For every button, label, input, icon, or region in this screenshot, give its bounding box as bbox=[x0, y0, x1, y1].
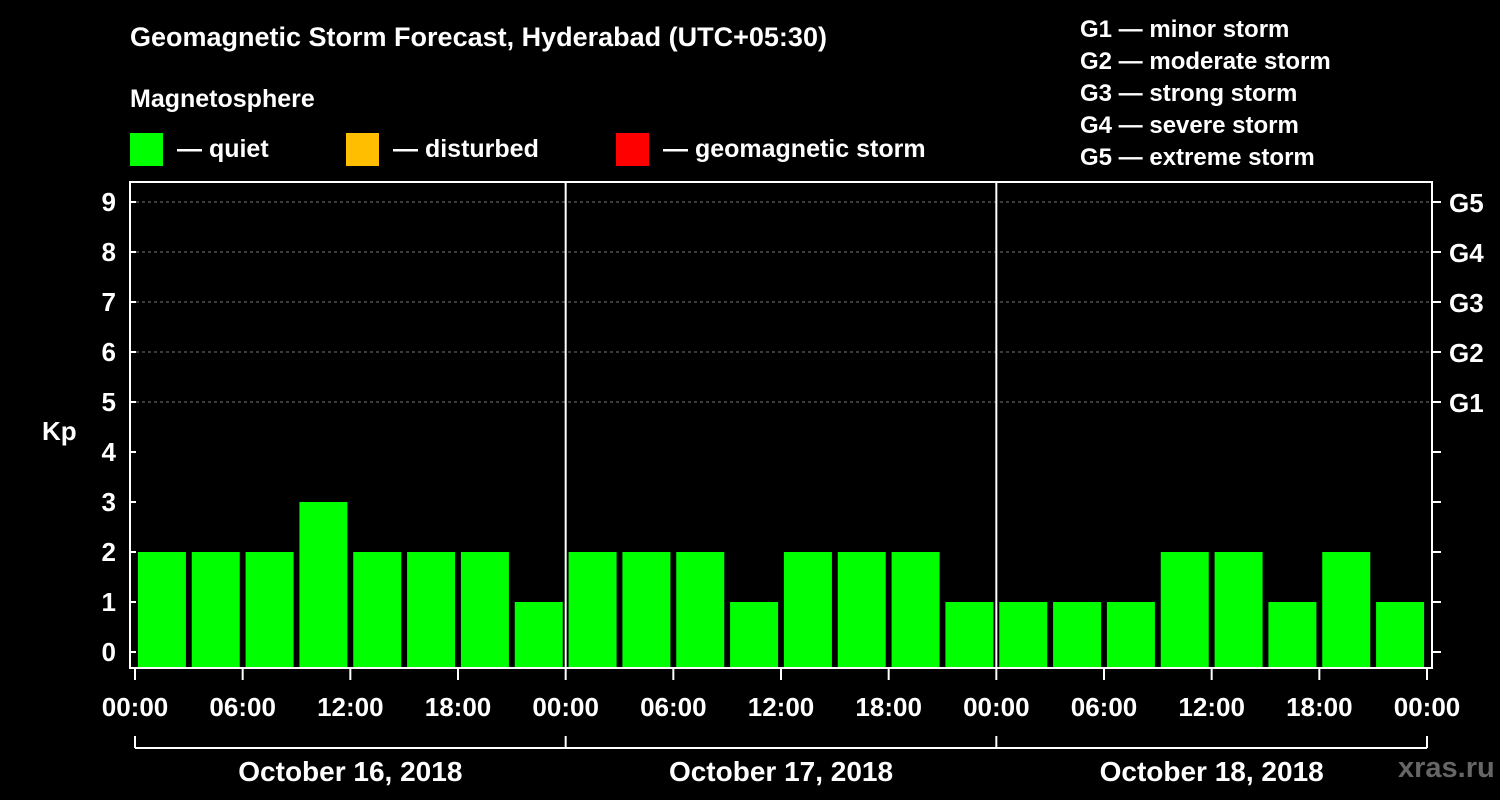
kp-bar bbox=[568, 552, 617, 668]
y-tick-label: 7 bbox=[102, 287, 116, 317]
storm-level-tick-label: G2 bbox=[1449, 338, 1484, 368]
y-tick-label: 4 bbox=[102, 437, 117, 467]
kp-bar bbox=[837, 552, 886, 668]
kp-bar bbox=[299, 502, 348, 668]
kp-bar bbox=[1214, 552, 1263, 668]
y-tick-label: 2 bbox=[102, 537, 116, 567]
storm-swatch bbox=[616, 133, 649, 166]
legend-disturbed: — disturbed bbox=[346, 133, 539, 166]
kp-bar bbox=[1160, 552, 1209, 668]
y-tick-label: 6 bbox=[102, 337, 116, 367]
kp-bar bbox=[891, 552, 940, 668]
storm-level-tick-label: G4 bbox=[1449, 238, 1484, 268]
y-axis-label: Kp bbox=[42, 416, 77, 446]
x-tick-label: 12:00 bbox=[317, 692, 384, 722]
storm-level-g5: G5 — extreme storm bbox=[1080, 144, 1315, 171]
kp-bar bbox=[245, 552, 294, 668]
storm-level-g1: G1 — minor storm bbox=[1080, 16, 1290, 43]
magnetosphere-label: Magnetosphere bbox=[130, 85, 315, 113]
y-tick-label: 5 bbox=[102, 387, 116, 417]
legend-disturbed-label: — disturbed bbox=[393, 135, 539, 163]
storm-level-g3: G3 — strong storm bbox=[1080, 80, 1298, 107]
x-tick-label: 00:00 bbox=[102, 692, 169, 722]
x-tick-label: 18:00 bbox=[425, 692, 492, 722]
y-tick-label: 0 bbox=[102, 637, 116, 667]
quiet-swatch bbox=[130, 133, 163, 166]
y-tick-label: 3 bbox=[102, 487, 116, 517]
x-tick-label: 18:00 bbox=[1286, 692, 1353, 722]
kp-bar bbox=[945, 602, 994, 668]
storm-level-tick-label: G1 bbox=[1449, 388, 1484, 418]
storm-level-g2: G2 — moderate storm bbox=[1080, 48, 1331, 75]
kp-bar bbox=[137, 552, 186, 668]
storm-level-legend: G1 — minor storm G2 — moderate storm G3 … bbox=[1080, 14, 1331, 174]
kp-bar bbox=[1053, 602, 1102, 668]
kp-bar bbox=[1106, 602, 1155, 668]
kp-bar bbox=[999, 602, 1048, 668]
legend-storm-label: — geomagnetic storm bbox=[663, 135, 926, 163]
kp-bar bbox=[622, 552, 671, 668]
kp-bar bbox=[1322, 552, 1371, 668]
x-tick-label: 00:00 bbox=[532, 692, 599, 722]
x-tick-label: 06:00 bbox=[640, 692, 707, 722]
x-tick-label: 00:00 bbox=[963, 692, 1030, 722]
watermark: xras.ru bbox=[1398, 752, 1495, 784]
disturbed-swatch bbox=[346, 133, 379, 166]
kp-bar bbox=[676, 552, 725, 668]
y-tick-label: 1 bbox=[102, 587, 116, 617]
chart-title: Geomagnetic Storm Forecast, Hyderabad (U… bbox=[130, 22, 827, 52]
x-tick-label: 00:00 bbox=[1394, 692, 1461, 722]
x-tick-label: 06:00 bbox=[209, 692, 276, 722]
kp-bar bbox=[783, 552, 832, 668]
y-tick-label: 8 bbox=[102, 237, 116, 267]
x-tick-label: 06:00 bbox=[1071, 692, 1138, 722]
x-tick-label: 18:00 bbox=[855, 692, 922, 722]
storm-level-tick-label: G3 bbox=[1449, 288, 1484, 318]
kp-bar bbox=[1268, 602, 1317, 668]
x-tick-label: 12:00 bbox=[1178, 692, 1245, 722]
legend-storm: — geomagnetic storm bbox=[616, 133, 926, 166]
date-label: October 18, 2018 bbox=[1100, 756, 1324, 787]
kp-bar bbox=[407, 552, 456, 668]
legend-quiet-label: — quiet bbox=[177, 135, 269, 163]
date-label: October 16, 2018 bbox=[238, 756, 462, 787]
kp-bar bbox=[730, 602, 779, 668]
y-tick-label: 9 bbox=[102, 187, 116, 217]
kp-bar bbox=[460, 552, 509, 668]
legend-quiet: — quiet bbox=[130, 133, 269, 166]
date-label: October 17, 2018 bbox=[669, 756, 893, 787]
storm-level-g4: G4 — severe storm bbox=[1080, 112, 1299, 139]
kp-bar bbox=[191, 552, 240, 668]
storm-level-tick-label: G5 bbox=[1449, 188, 1484, 218]
kp-bar bbox=[1376, 602, 1425, 668]
kp-bar bbox=[353, 552, 402, 668]
kp-bar bbox=[514, 602, 563, 668]
x-tick-label: 12:00 bbox=[748, 692, 815, 722]
